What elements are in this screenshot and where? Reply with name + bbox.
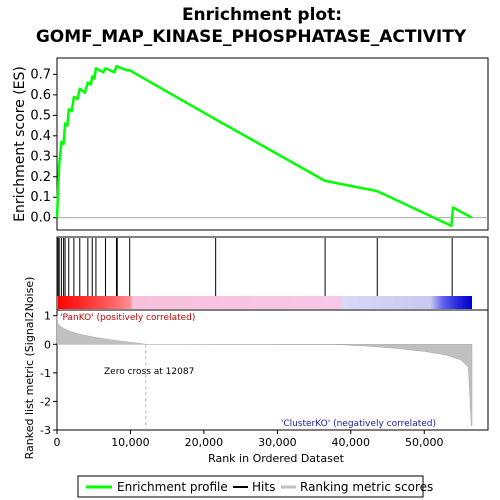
es-y-tick-label: 0.6 <box>30 88 51 103</box>
enrichment-profile-line <box>55 64 473 228</box>
es-y-tick-label: 0.4 <box>30 129 51 144</box>
metric-y-tick-label: 1 <box>44 310 51 323</box>
x-axis-label: Rank in Ordered Dataset <box>208 452 345 465</box>
metric-y-axis-label: Ranked list metric (Signal2Noise) <box>23 277 36 460</box>
pos-correlated-label: 'PanKO' (positively correlated) <box>60 313 195 323</box>
es-y-tick-label: 0.0 <box>30 211 51 226</box>
x-tick-label: 0 <box>54 436 61 449</box>
x-axis-ticks: 0 10,000 20,000 30,000 40,000 50,000 <box>54 430 444 449</box>
chart-title-line1: Enrichment plot: <box>182 5 342 25</box>
legend-hits-label: Hits <box>252 480 275 494</box>
es-y-ticks: 0.0 0.1 0.2 0.3 0.4 0.5 0.6 0.7 <box>30 67 57 226</box>
legend-profile-label: Enrichment profile <box>117 480 228 494</box>
x-tick-label: 10,000 <box>111 436 150 449</box>
es-y-tick-label: 0.7 <box>30 67 51 82</box>
hits-marks <box>57 238 453 296</box>
metric-panel-frame <box>56 309 489 431</box>
metric-y-tick-label: -3 <box>40 424 51 437</box>
x-tick-label: 50,000 <box>405 436 444 449</box>
ranking-color-bar <box>58 296 472 309</box>
ranking-metric-area <box>56 315 473 426</box>
metric-y-ticks: -3 -2 -1 0 1 <box>40 310 57 437</box>
x-tick-label: 40,000 <box>332 436 371 449</box>
es-y-axis-label: Enrichment score (ES) <box>12 66 28 222</box>
es-y-tick-label: 0.3 <box>30 149 51 164</box>
zero-cross-label: Zero cross at 12087 <box>104 367 194 377</box>
es-y-tick-label: 0.1 <box>30 190 51 205</box>
es-y-tick-label: 0.5 <box>30 108 51 123</box>
x-tick-label: 20,000 <box>185 436 224 449</box>
es-panel-frame <box>56 57 489 231</box>
metric-y-tick-label: -1 <box>40 367 51 380</box>
metric-y-tick-label: 0 <box>44 338 51 351</box>
metric-y-tick-label: -2 <box>40 395 51 408</box>
es-y-tick-label: 0.2 <box>30 170 51 185</box>
chart-title-line2: GOMF_MAP_KINASE_PHOSPHATASE_ACTIVITY <box>36 27 467 47</box>
legend-box <box>77 475 424 498</box>
x-tick-label: 30,000 <box>258 436 297 449</box>
legend-metric-label: Ranking metric scores <box>300 480 433 494</box>
neg-correlated-label: 'ClusterKO' (negatively correlated) <box>281 419 436 429</box>
